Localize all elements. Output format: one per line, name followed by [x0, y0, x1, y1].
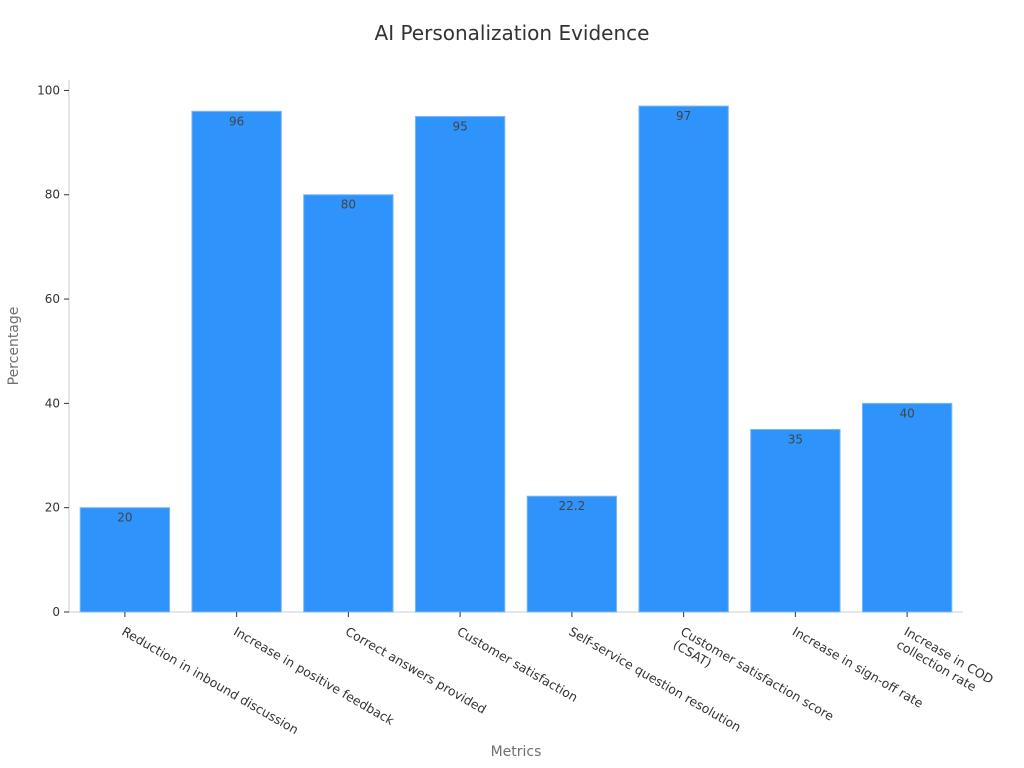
- bar: [526, 495, 618, 613]
- data-label: 80: [341, 198, 356, 212]
- bar: [79, 507, 171, 613]
- y-tick-label: 0: [52, 605, 60, 619]
- data-label: 22.2: [559, 499, 586, 513]
- bar: [638, 105, 729, 613]
- x-axis-title: Metrics: [491, 744, 542, 760]
- bar: [191, 110, 282, 613]
- x-tick-label: Reduction in inbound discussion: [119, 624, 301, 738]
- y-tick-label: 40: [45, 396, 60, 410]
- data-label: 20: [117, 511, 132, 525]
- x-tick-label: Customer satisfaction: [455, 624, 581, 705]
- data-label: 95: [452, 120, 467, 134]
- bar: [861, 402, 953, 613]
- bar: [414, 116, 506, 613]
- data-label: 96: [229, 114, 244, 128]
- y-tick-label: 60: [45, 292, 60, 306]
- data-label: 40: [899, 406, 914, 420]
- bar: [750, 428, 841, 613]
- y-tick-label: 80: [45, 188, 60, 202]
- chart-title: AI Personalization Evidence: [375, 21, 650, 45]
- y-tick-label: 20: [45, 501, 60, 515]
- data-label: 97: [676, 109, 691, 123]
- y-tick-label: 100: [37, 83, 60, 97]
- plot-area: 0 20 40 60 80 100 20 Reduction in inbound discu…: [37, 80, 996, 737]
- data-label: 35: [788, 432, 803, 446]
- y-axis-title: Percentage: [6, 307, 22, 386]
- x-tick-label: Self-service question resolution: [566, 624, 743, 735]
- bar: [303, 194, 394, 613]
